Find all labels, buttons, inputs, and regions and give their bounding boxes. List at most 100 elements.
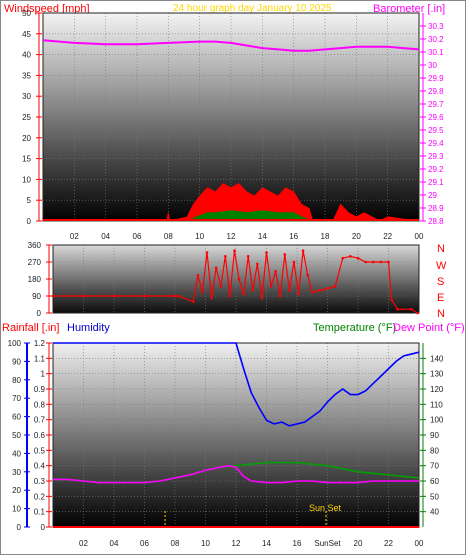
wind-x-tick-label: 02 xyxy=(70,232,79,241)
wind-x-tick-label: 14 xyxy=(258,232,267,241)
humidity-x-tick-label: 16 xyxy=(293,539,302,548)
barometer-series xyxy=(42,39,420,52)
humidity-series-line xyxy=(53,342,420,427)
dewpoint-axis-title: Dew Point (°F) xyxy=(393,322,465,334)
wind-direction-point xyxy=(341,256,345,260)
windspeed-tick-label: 45 xyxy=(22,30,31,39)
humidity-x-tick-label: 08 xyxy=(171,539,180,548)
rainfall-ticks: 0 0.1 0.2 0.3 0.4 0.5 0.6 0.7 0.8 0.9 1 1.1 1.2 xyxy=(34,339,52,532)
windspeed-tick-label: 40 xyxy=(22,51,31,60)
rainfall-tick-label: 0.2 xyxy=(34,492,46,501)
wind-direction-point xyxy=(201,290,204,294)
temperature-ticks: 40 50 60 70 80 90 100 110 120 130 140 xyxy=(420,343,444,527)
wind-x-tick-label: 16 xyxy=(289,232,298,241)
rainfall-tick-label: 0.1 xyxy=(34,508,46,517)
wind-direction-point xyxy=(269,285,273,288)
temperature-tick-label: 80 xyxy=(430,446,439,455)
barometer-tick-label: 29.4 xyxy=(428,139,444,148)
rainfall-tick-label: 0 xyxy=(41,523,46,532)
windspeed-axis-title: Windspeed [mph] xyxy=(4,3,90,15)
temperature-tick-label: 40 xyxy=(430,508,439,517)
barometer-tick-label: 29.5 xyxy=(428,126,444,135)
rainfall-tick-label: 0.6 xyxy=(34,431,46,440)
wind-direction-point xyxy=(242,292,245,296)
wind-direction-point xyxy=(265,251,268,254)
humidity-tick-label: 40 xyxy=(12,449,21,458)
humidity-tick-label: 60 xyxy=(12,413,21,422)
wind-direction-point xyxy=(387,260,390,264)
wind-direction-point xyxy=(246,255,250,258)
wind-x-tick-label: 00 xyxy=(415,232,424,241)
rainfall-tick-label: 0.8 xyxy=(34,400,46,409)
barometer-tick-label: 29.1 xyxy=(428,178,444,187)
compass-e: E xyxy=(437,292,444,304)
rainfall-axis-title: Rainfall [.in] xyxy=(2,322,59,334)
wind-direction-point xyxy=(416,311,419,315)
wind-x-tick-label: 06 xyxy=(133,232,142,241)
wind-direction-point xyxy=(364,260,367,264)
sunset-label: Sun Set xyxy=(309,503,342,513)
wind-direction-point xyxy=(306,273,309,277)
direction-series xyxy=(51,249,419,315)
humidity-x-tick-label: 06 xyxy=(140,539,149,548)
wind-direction-point xyxy=(292,260,296,264)
graph-date-title: 24 hour graph day January 10 2025 xyxy=(173,3,332,14)
barometer-tick-label: 30.3 xyxy=(428,22,444,31)
humidity-x-tick-label: 14 xyxy=(262,539,271,548)
direction-tick-label: 180 xyxy=(28,275,42,284)
rainfall-tick-label: 0.5 xyxy=(34,446,46,455)
wind-direction-point xyxy=(192,300,195,303)
windspeed-tick-label: 10 xyxy=(22,175,31,184)
wind-x-tick-label: 22 xyxy=(383,232,392,241)
wind-direction-point xyxy=(260,296,264,300)
humidity-tick-label: 70 xyxy=(12,394,21,403)
barometer-ticks: 28.8 28.9 29 29.1 29.2 29.3 29.4 29.5 29.6 29.7 29… xyxy=(420,13,444,226)
humidity-series xyxy=(53,342,420,528)
humidity-x-tick-label: 02 xyxy=(79,539,88,548)
wind-direction-point xyxy=(219,285,223,288)
humidity-x-tick-label: SunSet xyxy=(314,539,341,548)
temperature-tick-label: 50 xyxy=(430,492,439,501)
humidity-x-tick-label: 04 xyxy=(110,539,119,548)
wind-gust-series xyxy=(43,183,418,222)
wind-direction-point xyxy=(333,285,337,288)
wind-direction-point xyxy=(256,262,259,266)
rainfall-tick-label: 0.7 xyxy=(34,416,46,425)
barometer-tick-label: 30.1 xyxy=(428,48,444,57)
temperature-tick-label: 140 xyxy=(430,354,444,363)
barometer-tick-label: 29.7 xyxy=(428,100,444,109)
wind-direction-point xyxy=(379,260,383,264)
wind-series xyxy=(42,39,420,222)
wind-direction-point xyxy=(224,255,227,258)
wind-direction-point xyxy=(143,294,146,298)
wind-direction-point xyxy=(214,266,218,269)
barometer-tick-label: 29.8 xyxy=(428,87,444,96)
windspeed-tick-label: 25 xyxy=(22,113,31,122)
wind-x-tick-label: 20 xyxy=(352,232,361,241)
humidity-x-tick-label: 12 xyxy=(232,539,241,548)
wind-direction-point xyxy=(349,255,352,258)
humidity-x-tick-label: 00 xyxy=(415,539,424,548)
rainfall-tick-label: 0.9 xyxy=(34,385,46,394)
barometer-tick-label: 28.8 xyxy=(428,217,444,226)
humidity-tick-label: 80 xyxy=(12,376,21,385)
wind-direction-point xyxy=(233,249,236,252)
barometer-tick-label: 28.9 xyxy=(428,204,444,213)
wind-direction-point xyxy=(51,294,55,298)
humidity-tick-label: 0 xyxy=(17,523,22,532)
temperature-tick-label: 90 xyxy=(430,431,439,440)
wind-direction-point xyxy=(82,294,85,298)
barometer-tick-label: 29.6 xyxy=(428,113,444,122)
windspeed-ticks: 0 5 10 15 20 25 30 35 40 45 50 xyxy=(22,9,42,226)
barometer-tick-label: 29.3 xyxy=(428,152,444,161)
wind-x-ticks: 02 04 06 08 10 12 14 16 18 20 22 00 xyxy=(70,232,424,241)
compass-w: W xyxy=(436,260,447,272)
humidity-x-tick-label: 20 xyxy=(354,539,363,548)
barometer-tick-label: 30 xyxy=(428,61,437,70)
wind-direction-point xyxy=(172,294,175,298)
wind-direction-point xyxy=(390,298,393,302)
windspeed-tick-label: 35 xyxy=(22,71,31,80)
windspeed-tick-label: 50 xyxy=(22,9,31,18)
